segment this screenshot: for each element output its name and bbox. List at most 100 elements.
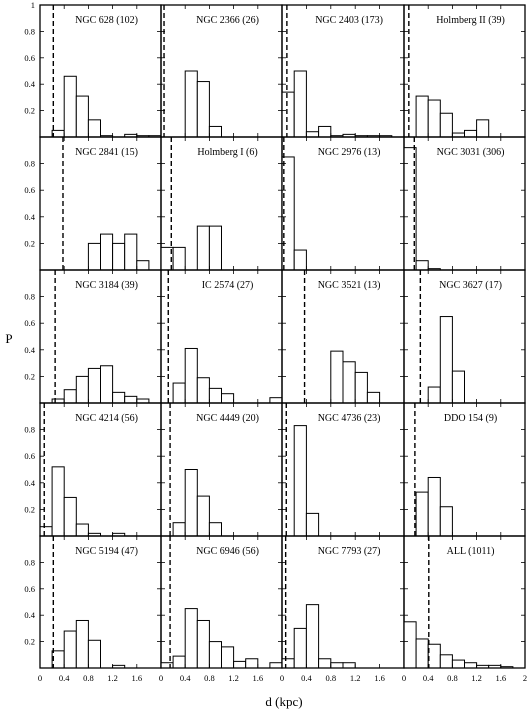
panel-title: IC 2574 (27) xyxy=(202,280,254,291)
x-tick-label: 2 xyxy=(523,673,527,683)
y-tick-label: 0.8 xyxy=(24,557,35,567)
histogram-bar xyxy=(184,608,198,669)
histogram-bar xyxy=(451,659,465,669)
histogram-bar xyxy=(427,476,441,537)
panel-title: DDO 154 (9) xyxy=(444,413,497,424)
histogram-bar xyxy=(427,643,441,669)
x-tick-label: 1.6 xyxy=(131,673,142,683)
y-tick-label: 0.6 xyxy=(24,584,35,594)
histogram-bar xyxy=(221,646,235,669)
y-tick-label: 0.8 xyxy=(24,425,35,435)
histogram-bar xyxy=(403,621,417,669)
histogram-bar xyxy=(208,387,222,404)
y-tick-label: 0.2 xyxy=(24,238,35,248)
panel-title: Holmberg II (39) xyxy=(436,15,505,26)
histogram-bar xyxy=(87,119,102,138)
histogram-bar xyxy=(75,619,89,669)
histogram-bar xyxy=(305,131,320,138)
histogram-bar xyxy=(51,466,65,537)
histogram-bar xyxy=(439,654,453,669)
histogram-bar xyxy=(464,662,478,669)
histogram-bar xyxy=(87,367,102,404)
histogram-bar xyxy=(208,125,222,138)
histogram-bar xyxy=(476,119,490,138)
histogram-bar xyxy=(208,522,222,537)
x-tick-label: 1.6 xyxy=(495,673,506,683)
panel-title: NGC 3184 (39) xyxy=(75,280,138,291)
y-tick-label: 0.6 xyxy=(24,318,35,328)
histogram-bar xyxy=(136,260,150,271)
y-tick-label: 0.6 xyxy=(24,185,35,195)
panel-title: NGC 4736 (23) xyxy=(318,413,381,424)
histogram-bar xyxy=(451,370,465,404)
panel-title: NGC 3031 (306) xyxy=(437,147,505,158)
histogram-bar xyxy=(342,662,356,669)
y-tick-label: 0.6 xyxy=(24,451,35,461)
panel-title: NGC 3627 (17) xyxy=(439,280,502,291)
histogram-bar xyxy=(124,395,138,404)
histogram-bar xyxy=(112,391,126,404)
y-tick-label: 0.8 xyxy=(24,159,35,169)
y-tick-label: 0.8 xyxy=(24,292,35,302)
histogram-bar xyxy=(184,70,198,138)
histogram-bar xyxy=(330,662,344,669)
panel-title: NGC 6946 (56) xyxy=(196,546,259,557)
y-tick-label: 0.2 xyxy=(24,371,35,381)
histogram-bar xyxy=(415,491,429,537)
histogram-bar xyxy=(172,246,186,271)
histogram-bar xyxy=(233,660,247,669)
histogram-bar xyxy=(464,129,478,138)
histogram-bar xyxy=(184,347,198,404)
histogram-bar xyxy=(87,242,102,271)
histogram-bar xyxy=(415,638,429,669)
y-tick-label: 0.8 xyxy=(24,26,35,36)
x-tick-label: 0.8 xyxy=(83,673,94,683)
panel-title: NGC 2403 (173) xyxy=(315,15,383,26)
x-tick-label: 1.6 xyxy=(374,673,385,683)
x-tick-label: 1.2 xyxy=(471,673,482,683)
histogram-bar xyxy=(124,233,138,271)
x-tick-label: 0.8 xyxy=(325,673,336,683)
histogram-bar xyxy=(196,81,210,138)
histogram-bar xyxy=(112,242,126,271)
histogram-bar xyxy=(366,391,381,404)
x-tick-label: 0.4 xyxy=(301,673,312,683)
histogram-bar xyxy=(245,658,259,669)
y-tick-label: 0.4 xyxy=(24,212,35,222)
x-tick-label: 0.8 xyxy=(447,673,458,683)
y-tick-label: 1 xyxy=(31,0,35,10)
histogram-bar xyxy=(439,506,453,537)
histogram-bar xyxy=(415,95,429,138)
histogram-bar xyxy=(87,639,102,669)
histogram-bar xyxy=(75,95,89,138)
x-tick-label: 1.2 xyxy=(107,673,118,683)
histogram-bar xyxy=(208,641,222,669)
y-tick-label: 0.4 xyxy=(24,478,35,488)
histogram-bar xyxy=(196,225,210,271)
histogram-bar xyxy=(318,658,332,669)
y-tick-label: 0.4 xyxy=(24,610,35,620)
panel-title: Holmberg I (6) xyxy=(197,147,257,158)
panel-title: NGC 7793 (27) xyxy=(318,546,381,557)
histogram-bar xyxy=(63,630,77,669)
histogram-bar xyxy=(184,469,198,537)
panel-frame xyxy=(403,535,526,669)
histogram-bar xyxy=(293,249,307,271)
histogram-bar xyxy=(196,619,210,669)
histogram-bar xyxy=(269,662,283,669)
histogram-bar xyxy=(293,627,307,669)
histogram-bar xyxy=(196,377,210,404)
histogram-bar xyxy=(281,91,295,138)
y-tick-label: 0.2 xyxy=(24,637,35,647)
histogram-bar xyxy=(293,425,307,537)
histogram-bar xyxy=(221,393,235,404)
y-tick-label: 0.2 xyxy=(24,504,35,514)
histogram-bar xyxy=(439,316,453,404)
panel-title: NGC 2976 (13) xyxy=(318,147,381,158)
histogram-bar xyxy=(63,75,77,138)
histogram-bar xyxy=(415,260,429,271)
histogram-bar xyxy=(172,655,186,669)
histogram-bar xyxy=(63,389,77,404)
histogram-bar xyxy=(439,112,453,138)
histogram-bar xyxy=(354,371,368,404)
